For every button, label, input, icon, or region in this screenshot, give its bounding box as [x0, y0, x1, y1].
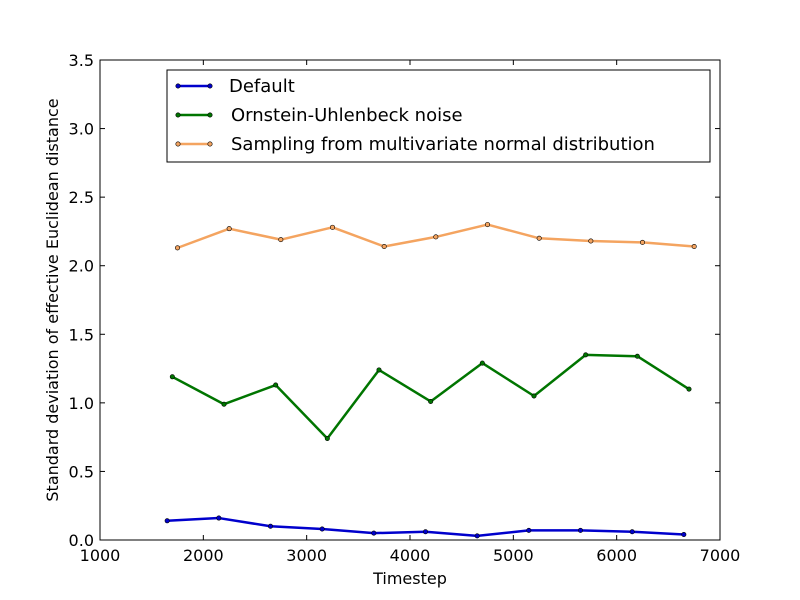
data-point [634, 353, 640, 359]
x-tick-label: 4000 [390, 546, 431, 565]
legend-marker [175, 112, 181, 118]
series-sampling-from-multivariate-normal-distribution [175, 222, 697, 251]
legend-marker [175, 141, 181, 147]
data-point [376, 367, 382, 373]
data-point [175, 245, 181, 251]
data-point [278, 237, 284, 243]
legend: Default Ornstein-Uhlenbeck noise Samplin… [166, 69, 711, 163]
data-point [319, 526, 325, 532]
data-point [681, 532, 687, 538]
y-tick-label: 2.5 [69, 188, 94, 207]
x-tick-label: 1000 [80, 546, 121, 565]
data-point [324, 436, 330, 442]
data-point [639, 239, 645, 245]
data-point [479, 360, 485, 366]
data-point [629, 529, 635, 535]
data-point [588, 238, 594, 244]
y-tick-label: 2.0 [69, 257, 94, 276]
axis-tick-labels: 1000 2000 3000 4000 5000 6000 7000 0.0 0.5 1.0 1.5… [69, 51, 741, 565]
series-ornstein-uhlenbeck-noise [169, 352, 692, 442]
x-tick-label: 5000 [493, 546, 534, 565]
axis-ticks [99, 59, 721, 541]
x-axis-label: Timestep [372, 569, 447, 588]
x-tick-label: 6000 [596, 546, 637, 565]
legend-box [166, 69, 711, 163]
series-layer [164, 222, 697, 539]
legend-label-ornstein-uhlenbeck: Ornstein-Uhlenbeck noise [231, 105, 463, 126]
y-tick-label: 1.0 [69, 394, 94, 413]
data-point [428, 398, 434, 404]
data-point [484, 222, 490, 228]
data-point [329, 224, 335, 230]
legend-marker [207, 141, 213, 147]
legend-marker [207, 112, 213, 118]
y-axis-label: Standard deviation of effective Euclidea… [43, 98, 62, 501]
data-point [577, 527, 583, 533]
data-point [583, 352, 589, 358]
x-tick-label: 3000 [286, 546, 327, 565]
data-point [216, 515, 222, 521]
data-point [531, 393, 537, 399]
legend-label-default: Default [229, 76, 295, 97]
data-point [381, 244, 387, 250]
legend-entry-multivariate-normal: Sampling from multivariate normal distri… [175, 134, 655, 155]
y-tick-label: 0.0 [69, 531, 94, 550]
data-point [371, 530, 377, 536]
data-point [273, 382, 279, 388]
data-point [686, 386, 692, 392]
x-tick-label: 2000 [183, 546, 224, 565]
data-point [169, 374, 175, 380]
y-tick-label: 3.5 [69, 51, 94, 70]
x-tick-label: 7000 [700, 546, 741, 565]
data-point [474, 533, 480, 539]
data-point [164, 518, 170, 524]
data-point [226, 226, 232, 232]
data-point [221, 401, 227, 407]
y-tick-label: 0.5 [69, 462, 94, 481]
data-point [691, 244, 697, 250]
legend-label-multivariate-normal: Sampling from multivariate normal distri… [231, 134, 655, 155]
series-default [164, 515, 687, 539]
y-tick-label: 3.0 [69, 120, 94, 139]
data-point [536, 235, 542, 241]
data-point [433, 234, 439, 240]
data-point [526, 527, 532, 533]
y-tick-label: 1.5 [69, 325, 94, 344]
legend-marker [207, 83, 213, 89]
legend-entry-default: Default [175, 76, 295, 97]
data-point [267, 523, 273, 529]
data-point [422, 529, 428, 535]
legend-entry-ornstein-uhlenbeck: Ornstein-Uhlenbeck noise [175, 105, 463, 126]
legend-marker [175, 83, 181, 89]
